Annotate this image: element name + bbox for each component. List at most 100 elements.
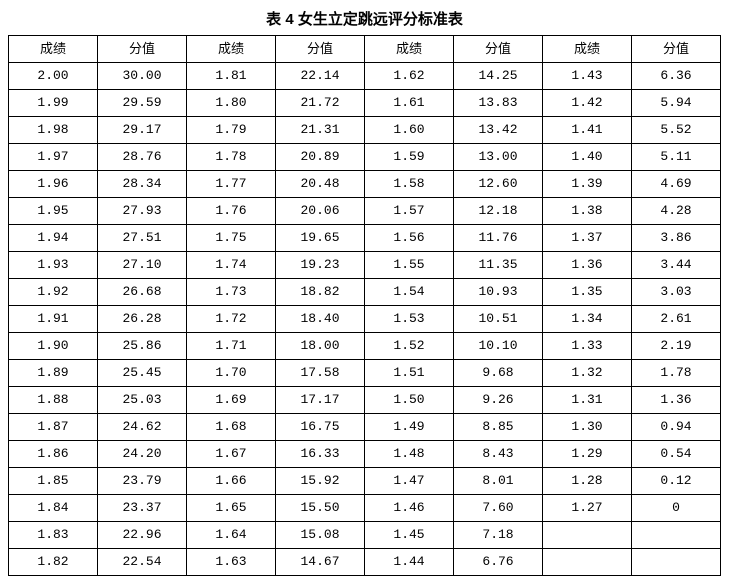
table-cell: 1.46 [365, 495, 454, 522]
table-cell: 1.39 [543, 171, 632, 198]
table-cell: 7.60 [454, 495, 543, 522]
table-cell [543, 522, 632, 549]
table-cell: 10.10 [454, 333, 543, 360]
table-cell: 18.00 [276, 333, 365, 360]
table-cell: 1.87 [9, 414, 98, 441]
table-cell: 1.35 [543, 279, 632, 306]
table-cell: 1.31 [543, 387, 632, 414]
table-cell: 1.88 [9, 387, 98, 414]
table-cell: 1.74 [187, 252, 276, 279]
table-cell: 13.00 [454, 144, 543, 171]
table-cell: 1.52 [365, 333, 454, 360]
table-cell: 0 [632, 495, 721, 522]
table-cell: 22.96 [98, 522, 187, 549]
table-row: 1.9527.931.7620.061.5712.181.384.28 [9, 198, 721, 225]
table-cell: 1.70 [187, 360, 276, 387]
table-cell: 2.00 [9, 63, 98, 90]
table-cell: 19.23 [276, 252, 365, 279]
table-cell: 1.78 [632, 360, 721, 387]
table-cell: 21.31 [276, 117, 365, 144]
header-cell: 分值 [98, 36, 187, 63]
table-cell: 1.92 [9, 279, 98, 306]
table-cell: 17.58 [276, 360, 365, 387]
table-cell: 1.42 [543, 90, 632, 117]
table-cell: 3.03 [632, 279, 721, 306]
table-cell: 1.53 [365, 306, 454, 333]
table-cell: 1.85 [9, 468, 98, 495]
table-row: 1.9327.101.7419.231.5511.351.363.44 [9, 252, 721, 279]
table-cell: 1.71 [187, 333, 276, 360]
table-row: 1.9929.591.8021.721.6113.831.425.94 [9, 90, 721, 117]
table-cell: 1.72 [187, 306, 276, 333]
table-title: 表 4 女生立定跳远评分标准表 [8, 8, 721, 29]
table-cell: 0.94 [632, 414, 721, 441]
table-cell [632, 522, 721, 549]
table-row: 1.9226.681.7318.821.5410.931.353.03 [9, 279, 721, 306]
table-cell: 1.83 [9, 522, 98, 549]
table-cell: 5.11 [632, 144, 721, 171]
table-cell: 1.28 [543, 468, 632, 495]
table-cell: 26.28 [98, 306, 187, 333]
table-cell: 1.86 [9, 441, 98, 468]
header-cell: 成绩 [543, 36, 632, 63]
table-cell: 14.25 [454, 63, 543, 90]
table-cell: 1.96 [9, 171, 98, 198]
table-cell: 3.86 [632, 225, 721, 252]
table-row: 1.9728.761.7820.891.5913.001.405.11 [9, 144, 721, 171]
table-row: 1.8925.451.7017.581.519.681.321.78 [9, 360, 721, 387]
table-cell: 13.42 [454, 117, 543, 144]
table-cell: 1.36 [543, 252, 632, 279]
score-table: 成绩分值成绩分值成绩分值成绩分值 2.0030.001.8122.141.621… [8, 35, 721, 576]
table-row: 1.8825.031.6917.171.509.261.311.36 [9, 387, 721, 414]
table-cell: 1.98 [9, 117, 98, 144]
table-row: 1.8523.791.6615.921.478.011.280.12 [9, 468, 721, 495]
table-cell: 16.33 [276, 441, 365, 468]
table-cell: 11.35 [454, 252, 543, 279]
table-cell: 1.76 [187, 198, 276, 225]
table-cell: 6.76 [454, 549, 543, 576]
table-cell: 1.66 [187, 468, 276, 495]
table-cell: 1.41 [543, 117, 632, 144]
table-cell: 20.89 [276, 144, 365, 171]
table-cell: 14.67 [276, 549, 365, 576]
header-row: 成绩分值成绩分值成绩分值成绩分值 [9, 36, 721, 63]
table-cell: 1.95 [9, 198, 98, 225]
table-cell: 1.57 [365, 198, 454, 225]
table-cell: 2.61 [632, 306, 721, 333]
table-cell: 20.48 [276, 171, 365, 198]
table-row: 1.9628.341.7720.481.5812.601.394.69 [9, 171, 721, 198]
table-cell: 29.59 [98, 90, 187, 117]
table-cell: 23.37 [98, 495, 187, 522]
table-cell: 10.51 [454, 306, 543, 333]
table-cell: 8.85 [454, 414, 543, 441]
table-cell: 2.19 [632, 333, 721, 360]
table-row: 1.9025.861.7118.001.5210.101.332.19 [9, 333, 721, 360]
table-cell: 1.45 [365, 522, 454, 549]
table-cell: 1.36 [632, 387, 721, 414]
table-cell: 1.77 [187, 171, 276, 198]
table-cell: 1.69 [187, 387, 276, 414]
table-cell: 1.89 [9, 360, 98, 387]
table-cell: 1.55 [365, 252, 454, 279]
table-cell: 1.38 [543, 198, 632, 225]
table-cell: 3.44 [632, 252, 721, 279]
table-cell: 4.69 [632, 171, 721, 198]
table-cell: 5.94 [632, 90, 721, 117]
table-cell: 1.62 [365, 63, 454, 90]
table-cell: 1.67 [187, 441, 276, 468]
table-cell: 1.75 [187, 225, 276, 252]
table-cell: 9.26 [454, 387, 543, 414]
table-cell: 25.45 [98, 360, 187, 387]
table-cell: 7.18 [454, 522, 543, 549]
table-cell: 12.18 [454, 198, 543, 225]
table-cell: 30.00 [98, 63, 187, 90]
table-cell: 1.47 [365, 468, 454, 495]
table-cell: 1.84 [9, 495, 98, 522]
table-cell: 1.73 [187, 279, 276, 306]
table-cell: 21.72 [276, 90, 365, 117]
table-cell: 15.08 [276, 522, 365, 549]
table-row: 2.0030.001.8122.141.6214.251.436.36 [9, 63, 721, 90]
table-cell: 9.68 [454, 360, 543, 387]
table-cell: 1.59 [365, 144, 454, 171]
table-cell: 8.43 [454, 441, 543, 468]
